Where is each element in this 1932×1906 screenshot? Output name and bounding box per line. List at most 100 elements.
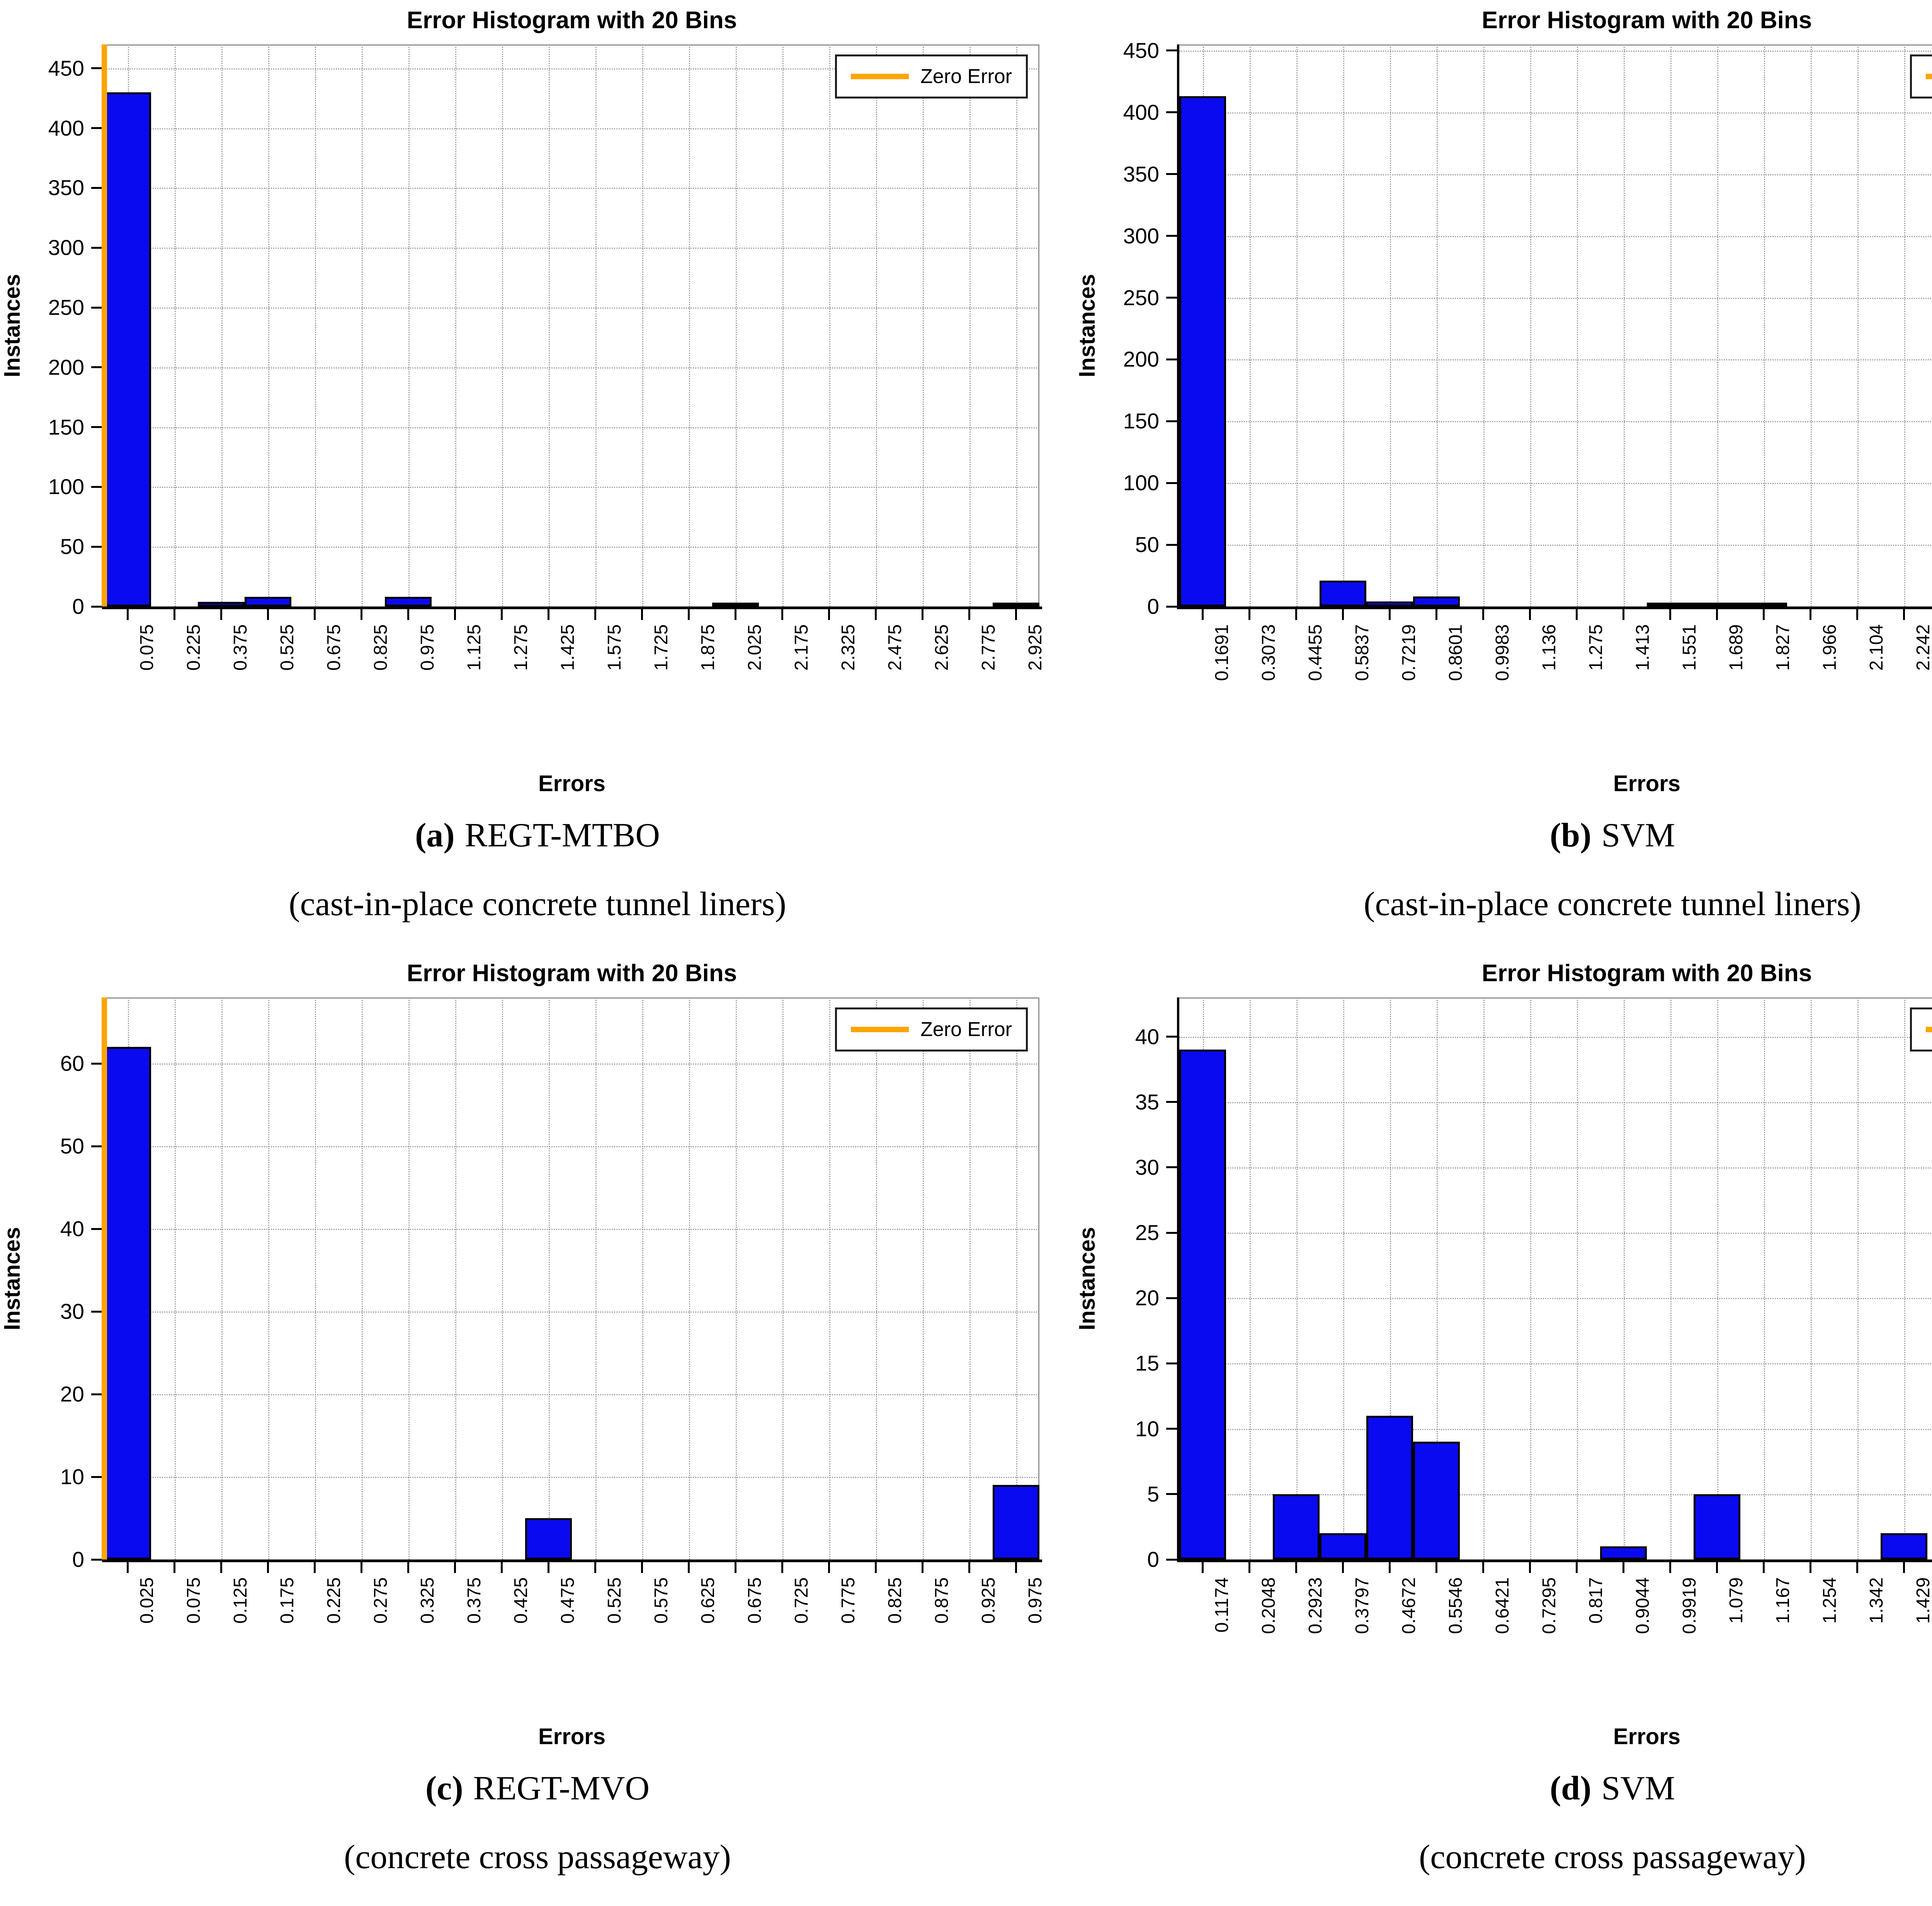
- gridline-vertical: [1016, 44, 1017, 606]
- x-tick-mark: [735, 609, 736, 620]
- zero-error-line-swatch: [851, 1027, 909, 1032]
- gridline-vertical: [361, 44, 363, 606]
- chart-title: Error Histogram with 20 Bins: [406, 7, 737, 34]
- gridline-vertical: [1670, 997, 1672, 1559]
- gridline-vertical: [922, 997, 924, 1559]
- y-tick-label: 150: [1123, 409, 1159, 433]
- axis-spine-right: [1038, 44, 1039, 606]
- x-tick-mark: [1810, 609, 1811, 620]
- gridline-vertical: [1249, 997, 1251, 1559]
- gridline-horizontal: [1179, 483, 1932, 484]
- x-tick-mark: [407, 1562, 409, 1573]
- gridline-horizontal: [104, 1146, 1039, 1148]
- legend: Zero Error: [835, 1007, 1028, 1052]
- gridline-vertical: [174, 997, 176, 1559]
- histogram-bar: [385, 597, 432, 606]
- panel-caption-model: REGT-MVO: [473, 1770, 650, 1807]
- y-tick-mark: [91, 1476, 102, 1478]
- histogram-bar: [993, 1485, 1039, 1559]
- gridline-vertical: [455, 44, 456, 606]
- x-tick-mark: [968, 609, 970, 620]
- gridline-vertical: [735, 997, 737, 1559]
- y-tick-label: 10: [60, 1464, 84, 1489]
- gridline-vertical: [1623, 44, 1625, 606]
- x-tick-label: 1.125: [464, 624, 485, 671]
- panel-caption-label: (b): [1549, 817, 1592, 854]
- x-tick-mark: [220, 609, 222, 620]
- histogram-bar: [1600, 1546, 1647, 1559]
- gridline-vertical: [829, 997, 830, 1559]
- gridline-horizontal: [104, 248, 1039, 249]
- y-tick-label: 400: [1123, 100, 1159, 124]
- histogram-bar: [104, 1047, 151, 1559]
- x-axis-label: Errors: [1613, 771, 1681, 796]
- gridline-horizontal: [1179, 1429, 1932, 1430]
- x-tick-mark: [1248, 609, 1250, 620]
- x-tick-mark: [1435, 609, 1437, 620]
- axis-spine-top: [104, 44, 1039, 46]
- x-tick-label: 0.225: [323, 1577, 344, 1624]
- x-tick-mark: [735, 1562, 736, 1573]
- gridline-vertical: [642, 997, 643, 1559]
- x-tick-label: 0.817: [1585, 1577, 1606, 1624]
- gridline-horizontal: [1179, 1036, 1932, 1038]
- gridline-horizontal: [1179, 1494, 1932, 1495]
- gridline-vertical: [268, 997, 269, 1559]
- gridline-vertical: [174, 44, 176, 606]
- x-tick-label: 0.2923: [1305, 1577, 1326, 1634]
- x-tick-mark: [1248, 1562, 1250, 1573]
- x-tick-label: 0.375: [230, 624, 251, 671]
- gridline-horizontal: [1179, 1102, 1932, 1103]
- gridline-vertical: [689, 44, 690, 606]
- y-tick-label: 350: [48, 175, 84, 200]
- x-tick-mark: [1342, 609, 1344, 620]
- panel-caption-subtitle: (concrete cross passageway): [344, 1838, 731, 1876]
- gridline-horizontal: [1179, 50, 1932, 52]
- x-tick-mark: [1716, 1562, 1718, 1573]
- x-tick-mark: [173, 609, 175, 620]
- gridline-vertical: [1343, 44, 1344, 606]
- y-tick-label: 30: [60, 1299, 84, 1324]
- x-tick-label: 0.3073: [1258, 624, 1279, 681]
- x-tick-label: 0.375: [464, 1577, 485, 1624]
- gridline-vertical: [595, 997, 597, 1559]
- zero-error-line-swatch: [1926, 1027, 1932, 1032]
- x-tick-mark: [641, 1562, 643, 1573]
- plot-area: 0.025 0.075 0.125 0.175 0.225 0.275 0.325 0.375…: [60, 997, 1046, 1624]
- y-tick-label: 200: [1123, 347, 1159, 372]
- x-tick-label: 2.775: [978, 624, 999, 671]
- x-tick-label: 1.275: [510, 624, 531, 671]
- x-tick-label: 0.175: [277, 1577, 298, 1624]
- gridline-vertical: [1483, 997, 1485, 1559]
- gridline-vertical: [1389, 44, 1391, 606]
- x-tick-label: 0.775: [838, 1577, 859, 1624]
- y-tick-mark: [1166, 358, 1177, 360]
- histogram-bar: [1413, 1442, 1460, 1559]
- gridline-vertical: [455, 997, 456, 1559]
- gridline-vertical: [1016, 997, 1017, 1559]
- y-tick-mark: [1166, 1297, 1177, 1299]
- x-tick-label: 2.025: [744, 624, 765, 671]
- x-tick-mark: [407, 609, 409, 620]
- x-tick-mark: [828, 609, 830, 620]
- x-tick-mark: [1389, 1562, 1391, 1573]
- y-tick-label: 50: [60, 1134, 84, 1159]
- gridline-vertical: [221, 997, 223, 1559]
- y-tick-label: 30: [1135, 1155, 1159, 1179]
- x-tick-label: 1.136: [1539, 624, 1560, 671]
- gridline-vertical: [221, 44, 223, 606]
- panel-caption-subtitle: (cast-in-place concrete tunnel liners): [289, 885, 786, 923]
- legend: Zero Error: [1910, 1007, 1932, 1052]
- axis-spine-top: [1179, 44, 1932, 46]
- x-tick-label: 0.825: [370, 624, 391, 671]
- zero-error-line-swatch: [851, 74, 909, 79]
- x-tick-mark: [1015, 1562, 1017, 1573]
- x-tick-mark: [1856, 1562, 1858, 1573]
- x-tick-label: 0.675: [323, 624, 344, 671]
- x-tick-label: 0.7295: [1539, 1577, 1560, 1634]
- x-tick-mark: [781, 1562, 783, 1573]
- y-tick-mark: [91, 1228, 102, 1230]
- x-tick-mark: [1669, 609, 1671, 620]
- gridline-vertical: [1670, 44, 1672, 606]
- x-tick-label: 0.525: [277, 624, 298, 671]
